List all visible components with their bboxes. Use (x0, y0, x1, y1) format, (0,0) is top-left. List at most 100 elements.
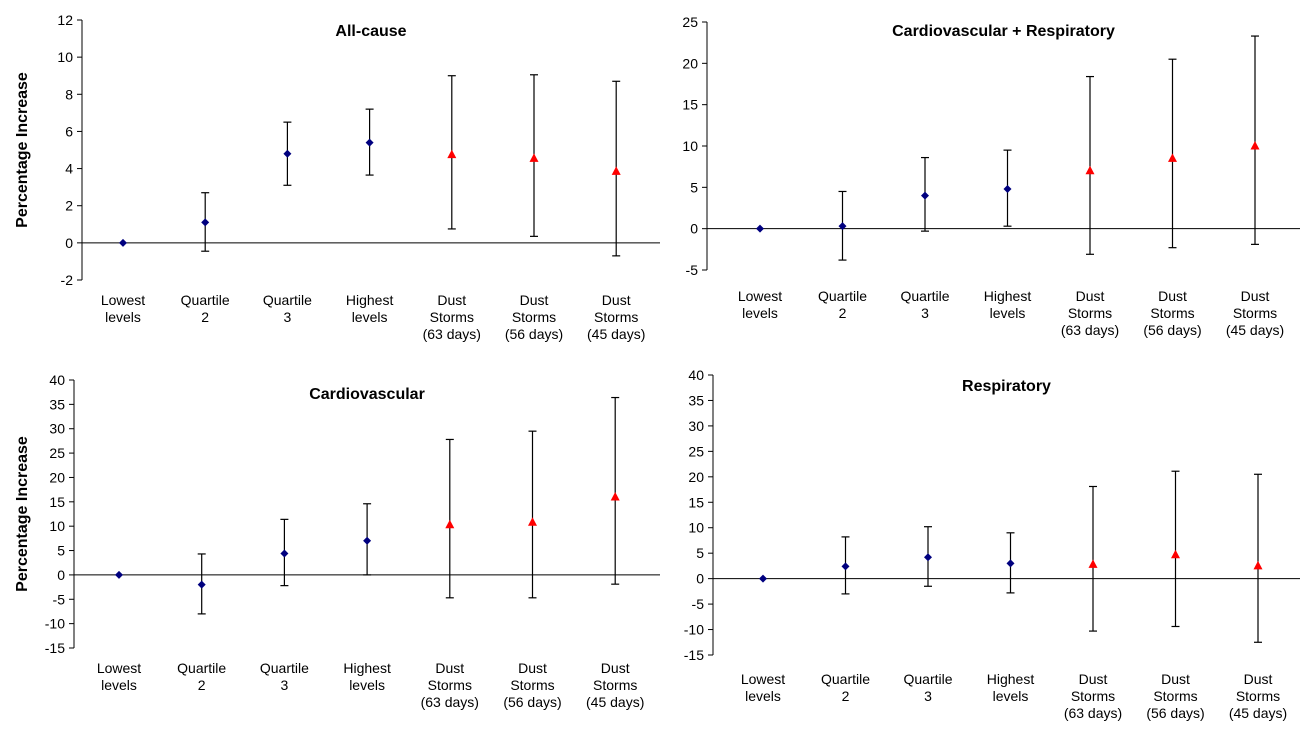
category-label: Lowest levels (738, 288, 782, 321)
category-label-line: Quartile (177, 660, 226, 676)
data-point-diamond (759, 574, 767, 583)
data-point-triangle (529, 153, 539, 162)
category-label-line: (45 days) (586, 694, 644, 710)
category-label-line: (63 days) (423, 326, 481, 342)
y-tick-label: -15 (684, 647, 704, 663)
category-label-line: Storms (1153, 688, 1197, 704)
y-tick-label: -10 (684, 622, 704, 638)
y-tick-label: 30 (688, 418, 704, 434)
category-label: Quartile 3 (900, 288, 949, 321)
y-tick-label: 20 (682, 55, 698, 71)
category-label-line: Dust (518, 660, 547, 676)
data-point-triangle (1168, 153, 1177, 162)
category-label-line: Storms (430, 309, 474, 325)
y-tick-label: 25 (688, 443, 704, 459)
chart-panel-1: Cardiovascular + Respiratory -5 0 5 10 15 20 25… (682, 14, 1300, 338)
category-label-line: Dust (1158, 288, 1187, 304)
chart-panel-3: Respiratory -15 -10 -5 0 5 10 15 20 25 30 35 40 Lowes… (684, 367, 1300, 721)
category-label-line: Quartile (903, 671, 952, 687)
category-label-line: Storms (428, 677, 472, 693)
category-label: Highest levels (343, 660, 391, 693)
category-label-line: Storms (1150, 305, 1194, 321)
data-point-diamond (365, 138, 374, 147)
category-label: Dust Storms (45 days) (1229, 671, 1287, 721)
category-label-line: Highest (984, 288, 1032, 304)
category-label-line: levels (990, 305, 1026, 321)
category-label-line: Lowest (101, 292, 145, 308)
data-point-triangle (1085, 165, 1095, 175)
category-label-line: Quartile (260, 660, 309, 676)
category-label-line: Dust (1161, 671, 1190, 687)
y-tick-label: 8 (65, 86, 73, 102)
chart-title: Cardiovascular + Respiratory (892, 23, 1115, 40)
category-label-line: Lowest (97, 660, 141, 676)
category-label-line: (56 days) (503, 694, 561, 710)
y-tick-label: 10 (57, 49, 73, 65)
category-label-line: 3 (924, 688, 932, 704)
y-tick-label: 4 (65, 161, 73, 177)
category-label: Lowest levels (97, 660, 141, 693)
category-label-line: levels (742, 305, 778, 321)
y-tick-label: 10 (688, 520, 704, 536)
category-label-line: 3 (284, 309, 292, 325)
y-tick-label: 25 (682, 14, 698, 30)
category-label: Quartile 3 (260, 660, 309, 693)
category-label: Dust Storms (45 days) (587, 292, 645, 342)
category-label: Highest levels (346, 292, 394, 325)
category-label: Dust Storms (45 days) (586, 660, 644, 710)
category-label-line: (56 days) (1143, 322, 1201, 338)
category-label: Dust Storms (56 days) (1146, 671, 1204, 721)
y-tick-label: 0 (690, 221, 698, 237)
category-label-line: Quartile (818, 288, 867, 304)
data-point-triangle (1171, 549, 1180, 559)
chart-title: Respiratory (962, 378, 1051, 395)
category-label-line: levels (745, 688, 781, 704)
data-point-diamond (921, 191, 929, 200)
category-label: Dust Storms (63 days) (421, 660, 479, 710)
category-label-line: Dust (601, 660, 630, 676)
data-point-diamond (838, 222, 847, 231)
category-label-line: levels (101, 677, 137, 693)
y-tick-label: -5 (692, 596, 705, 612)
category-label: Dust Storms (56 days) (503, 660, 561, 710)
category-label: Lowest levels (101, 292, 145, 325)
y-tick-label: 0 (65, 235, 73, 251)
data-point-triangle (1253, 560, 1263, 570)
y-tick-label: 10 (49, 518, 65, 534)
category-label-line: Dust (520, 292, 549, 308)
category-label: Quartile 3 (903, 671, 952, 704)
data-point-diamond (363, 536, 372, 545)
data-point-diamond (280, 549, 289, 558)
category-label-line: (45 days) (587, 326, 645, 342)
category-label-line: Storms (1071, 688, 1115, 704)
category-label-line: levels (993, 688, 1029, 704)
category-label-line: Quartile (821, 671, 870, 687)
category-label: Dust Storms (45 days) (1226, 288, 1284, 338)
category-label: Lowest levels (741, 671, 785, 704)
y-tick-label: 40 (688, 367, 704, 383)
y-axis-title: Percentage Increase (14, 436, 31, 592)
category-label-line: Storms (1236, 688, 1280, 704)
data-point-triangle (447, 149, 457, 159)
y-tick-label: 15 (49, 494, 65, 510)
y-tick-label: 30 (49, 421, 65, 437)
y-tick-label: -5 (686, 262, 699, 278)
y-tick-label: 0 (57, 567, 65, 583)
category-label-line: 3 (281, 677, 289, 693)
category-label: Quartile 3 (263, 292, 312, 325)
category-label-line: Dust (437, 292, 466, 308)
category-label-line: levels (352, 309, 388, 325)
category-label-line: 3 (921, 305, 929, 321)
y-tick-label: 5 (690, 179, 698, 195)
y-tick-label: 5 (57, 543, 65, 559)
y-tick-label: 15 (688, 494, 704, 510)
category-label-line: Dust (602, 292, 631, 308)
y-tick-label: 20 (49, 469, 65, 485)
chart-panel-2: Cardiovascular -15 -10 -5 0 5 10 15 20 25 30 35 40 Pe… (14, 372, 660, 710)
category-label: Dust Storms (63 days) (423, 292, 481, 342)
chart-title: Cardiovascular (309, 386, 425, 403)
category-label-line: (63 days) (421, 694, 479, 710)
y-tick-label: 6 (65, 123, 73, 139)
category-label-line: Highest (346, 292, 394, 308)
